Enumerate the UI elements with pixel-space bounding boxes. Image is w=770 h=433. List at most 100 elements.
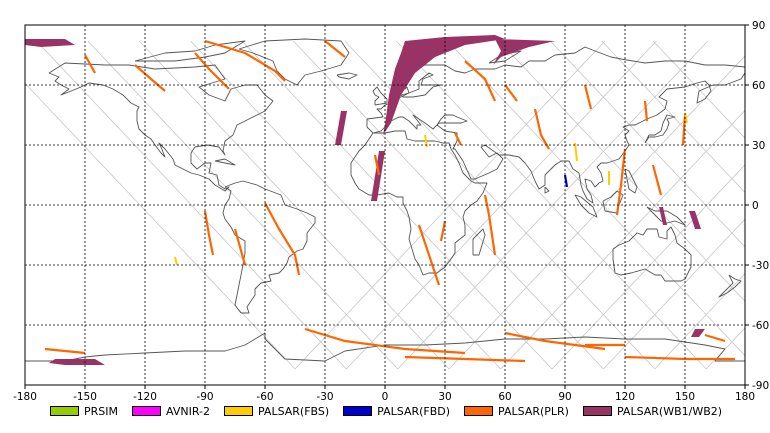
graticule-grid [24,24,749,389]
orbit-tracks [25,40,745,370]
orbit-track [36,40,347,370]
legend-label: AVNIR-2 [166,404,210,418]
palsar-plr-swath [404,355,526,363]
palsar-plr-swath [643,100,649,122]
lat-tick-label: 90 [752,20,765,32]
palsar-plr-swath [204,39,286,82]
cuba-coast [214,158,236,166]
lon-tick-label: -90 [196,391,213,403]
palsar-wb-swath [659,207,667,225]
legend-swatch [223,406,253,416]
palsar-plr-swath [504,331,606,351]
orbit-track [395,40,707,370]
lon-tick-label: 60 [498,391,511,403]
australia-coast [612,226,692,282]
legend-item-palsar-fbd: PALSAR(FBD) [343,405,450,418]
legend-label: PRSIM [84,404,118,418]
africa-coast [350,130,488,276]
legend-item-avnir2: AVNIR-2 [132,405,210,418]
legend-item-prsim: PRSIM [50,405,118,418]
palsar-wb-swath [25,39,75,47]
plot-frame [24,24,746,386]
observation-swaths [25,35,735,365]
palsar-wb-swath [691,329,705,337]
uk-coast [372,86,388,106]
palsar-plr-swath [504,84,518,102]
palsar-plr-swath [324,40,346,58]
iceland-coast [336,72,358,80]
palsar-plr-swath [483,194,497,256]
legend-swatch [343,406,373,416]
greenland-coast [238,38,350,86]
lon-tick-label: -180 [13,391,37,403]
novaya-zemlya-coast [488,50,522,64]
arctic-islands-coast [134,40,246,62]
lon-tick-label: 0 [382,391,389,403]
legend-item-palsar-plr: PALSAR(PLR) [464,405,569,418]
lat-tick-label: 30 [752,140,765,152]
philippines-coast [624,168,638,194]
lon-tick-label: 120 [615,391,635,403]
palsar-plr-swath [454,132,462,146]
lat-tick-label: 60 [752,80,765,92]
legend-swatch [132,406,161,416]
palsar-wb-swath [371,151,385,201]
lon-tick-label: -60 [256,391,273,403]
palsar-plr-swath [704,333,726,343]
legend: PRSIM AVNIR-2 PALSAR(FBS) PALSAR(FBD) PA… [50,402,722,420]
palsar-plr-swath [464,60,497,102]
palsar-wb-swath [335,111,347,145]
lon-tick-label: 180 [735,391,755,403]
palsar-plr-swath [583,84,593,110]
orbit-track [293,40,604,370]
palsar-wb-swath [493,39,555,65]
palsar-plr-swath [44,347,86,355]
orbit-track [601,40,745,194]
nz-coast [718,274,742,298]
legend-item-palsar-fbs: PALSAR(FBS) [223,404,330,418]
lat-tick-label: -30 [752,260,769,272]
palsar-wb-swath [383,35,505,135]
palsar-plr-swath [84,54,96,74]
palsar-plr-swath [373,154,381,176]
palsar-wb-swath [689,211,701,229]
legend-label: PALSAR(FBS) [257,404,330,418]
lat-tick-label: 0 [752,200,759,212]
legend-swatch [50,406,79,416]
madagascar-coast [472,228,486,256]
palsar-plr-swath [134,64,166,92]
legend-swatch [464,406,494,416]
north-america-coast [48,62,274,192]
south-america-coast [222,180,316,314]
legend-swatch [582,406,612,416]
sri-lanka-coast [544,186,550,194]
legend-label: PALSAR(PLR) [498,404,569,418]
palsar-plr-swath [533,108,550,150]
palsar-wb-swath [49,359,105,365]
legend-label: PALSAR(FBD) [377,404,451,418]
lon-tick-label: 30 [438,391,451,403]
palsar-plr-swath [651,164,663,196]
longitude-tick-labels: -180 -150 -120 -90 -60 -30 0 30 60 90 120 150 180 [13,391,755,403]
lon-tick-label: -150 [73,391,97,403]
latitude-tick-labels: 90 60 30 0 -30 -60 -90 [752,20,769,392]
orbit-track [652,40,745,139]
lon-tick-label: -120 [133,391,157,403]
lon-tick-label: 150 [675,391,695,403]
palsar-fbs-swath [174,256,178,266]
palsar-plr-swath [417,224,441,286]
palsar-plr-swath [203,210,215,256]
palsar-fbs-swath [574,142,578,162]
lat-tick-label: -60 [752,320,769,332]
borneo-coast [602,190,624,214]
palsar-plr-swath [681,114,687,146]
palsar-plr-swath [194,52,230,90]
lon-tick-label: -30 [316,391,333,403]
legend-item-palsar-wb: PALSAR(WB1/WB2) [582,405,722,418]
lon-tick-label: 90 [558,391,571,403]
japan-coast [644,114,676,144]
europe-asia-coast [366,46,745,204]
palsar-plr-swath [233,228,247,266]
